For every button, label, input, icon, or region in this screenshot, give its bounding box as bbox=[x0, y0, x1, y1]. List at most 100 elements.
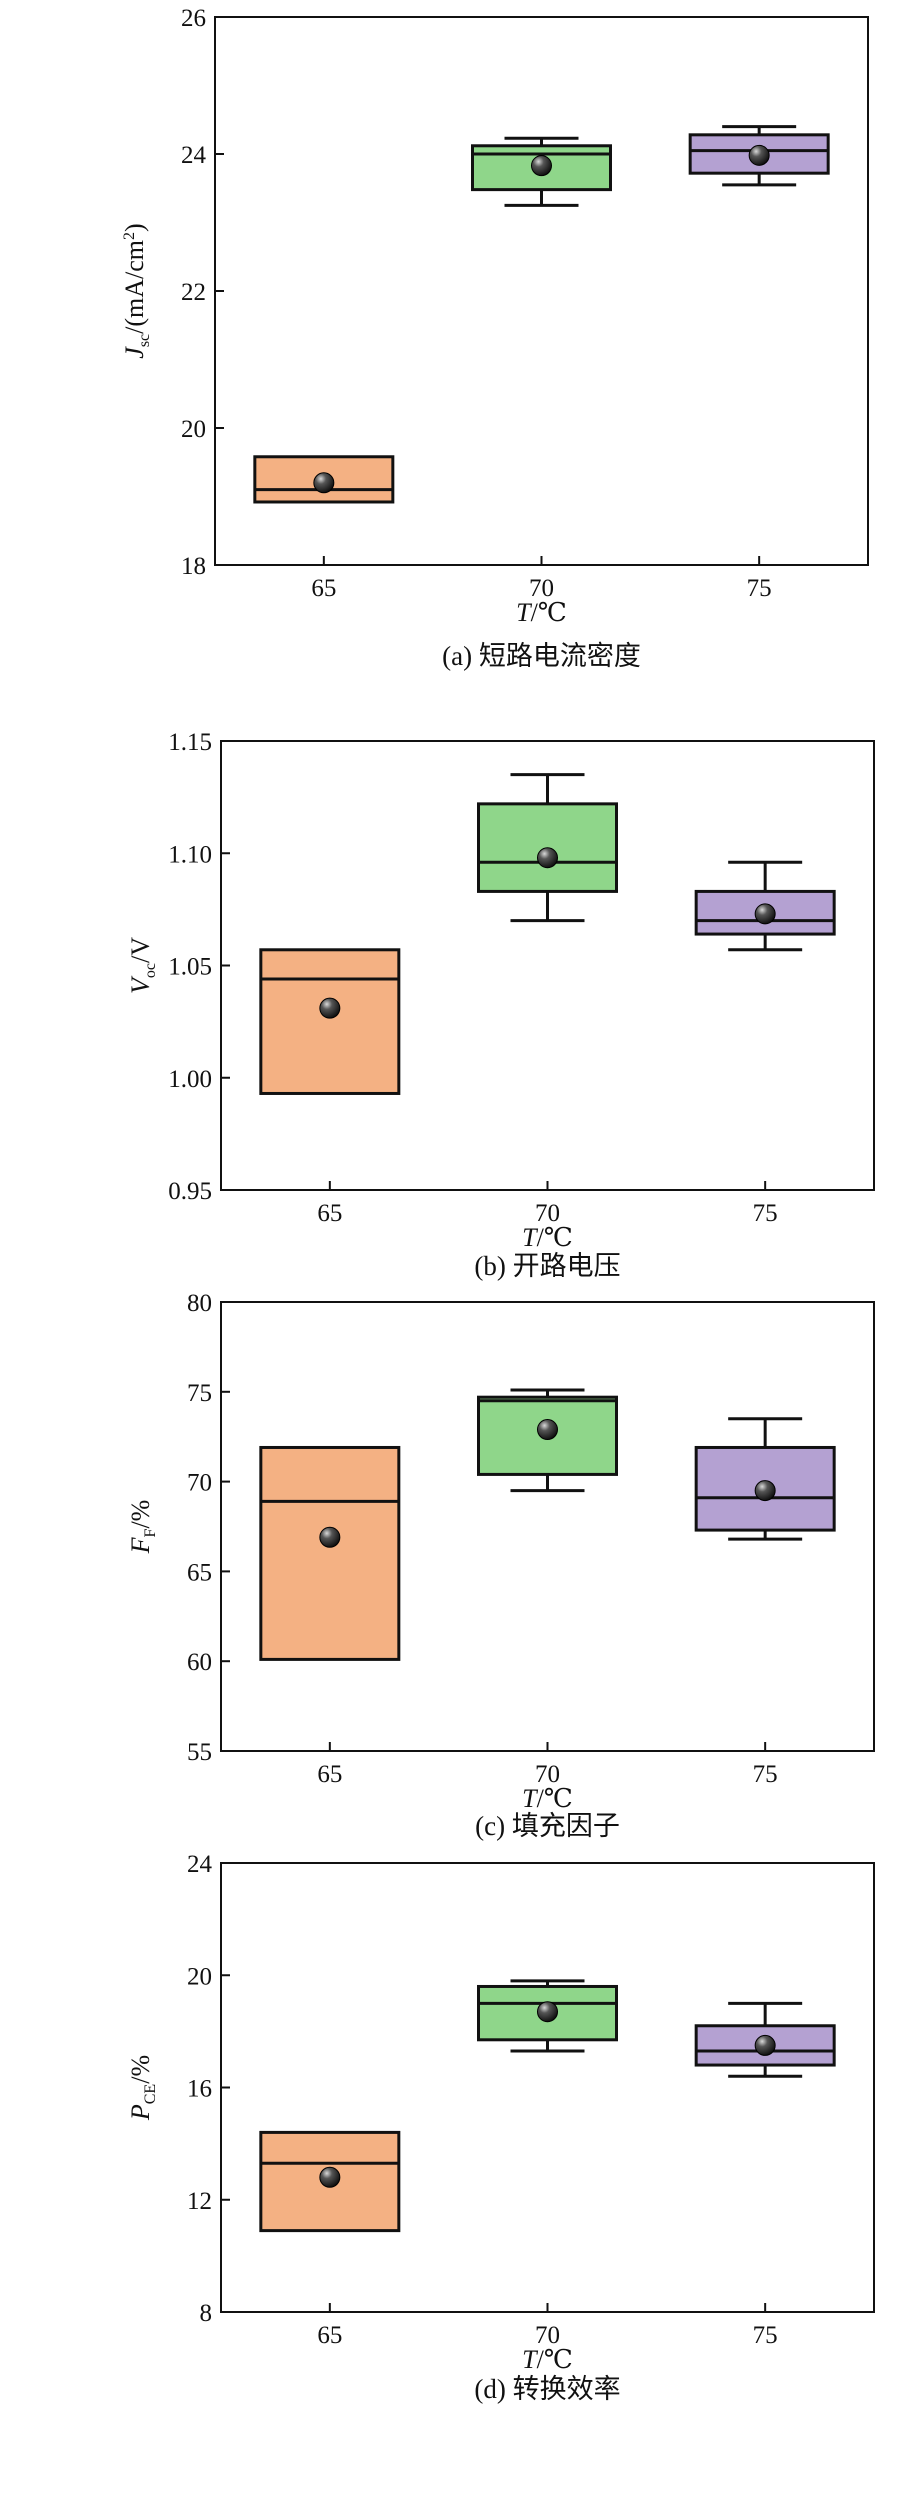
x-axis-label-symbol: T bbox=[516, 598, 532, 627]
y-tick-label: 20 bbox=[181, 416, 206, 443]
x-axis-label-unit: /℃ bbox=[537, 2345, 573, 2374]
y-axis-label-unit: /(mA/cm bbox=[120, 240, 149, 334]
y-tick-label: 55 bbox=[187, 1739, 212, 1766]
box-75 bbox=[688, 125, 830, 187]
y-tick-label: 80 bbox=[187, 1290, 212, 1317]
mean-marker bbox=[313, 472, 335, 494]
x-axis-label-symbol: T bbox=[522, 1223, 538, 1252]
y-axis-label-symbol: F bbox=[126, 1536, 155, 1554]
y-tick-label: 1.10 bbox=[168, 841, 212, 868]
x-tick-label: 75 bbox=[753, 1200, 778, 1227]
mean-marker bbox=[748, 144, 770, 166]
x-axis-label-symbol: T bbox=[522, 2345, 538, 2374]
y-axis-label: Voc/V bbox=[126, 937, 159, 994]
y-tick-label: 65 bbox=[187, 1559, 212, 1586]
mean-marker bbox=[754, 2034, 776, 2056]
box-65 bbox=[253, 455, 395, 504]
y-axis-label-subscript: F bbox=[142, 1528, 159, 1537]
x-tick-label: 70 bbox=[529, 575, 554, 602]
x-tick-label: 70 bbox=[535, 1761, 560, 1788]
y-tick-label: 18 bbox=[181, 553, 206, 580]
mean-marker bbox=[754, 1480, 776, 1502]
x-axis-label-unit: /℃ bbox=[537, 1784, 573, 1813]
y-axis-label-symbol: J bbox=[120, 346, 149, 359]
y-tick-label: 70 bbox=[187, 1470, 212, 1497]
y-tick-label: 60 bbox=[187, 1649, 212, 1676]
y-axis-label: FF/% bbox=[126, 1500, 159, 1555]
y-axis-label: PCE/% bbox=[126, 2055, 159, 2121]
box-body bbox=[259, 948, 401, 1095]
panel-caption: (a) 短路电流密度 bbox=[442, 641, 641, 671]
y-tick-label: 1.15 bbox=[168, 729, 212, 756]
box-75 bbox=[694, 1417, 836, 1541]
x-axis-label: T/℃ bbox=[522, 1784, 573, 1813]
y-tick-label: 75 bbox=[187, 1380, 212, 1407]
x-axis-label-symbol: T bbox=[522, 1784, 538, 1813]
y-axis-label-symbol: P bbox=[126, 2104, 155, 2121]
mean-marker bbox=[537, 1419, 558, 1441]
mean-marker bbox=[319, 1526, 341, 1548]
y-axis-label-unit: /% bbox=[126, 1500, 155, 1529]
mean-marker bbox=[537, 847, 558, 869]
y-axis-label-close: ) bbox=[120, 223, 149, 232]
box-70 bbox=[477, 773, 618, 923]
y-tick-label: 1.00 bbox=[168, 1066, 212, 1093]
y-axis-label-subscript: oc bbox=[142, 963, 159, 978]
mean-marker bbox=[531, 155, 552, 177]
box-70 bbox=[471, 136, 612, 207]
mean-marker bbox=[754, 903, 776, 925]
y-tick-label: 24 bbox=[181, 142, 207, 169]
panel-caption: (d) 转换效率 bbox=[474, 2374, 620, 2404]
x-axis-label: T/℃ bbox=[516, 598, 567, 627]
y-tick-label: 22 bbox=[181, 279, 206, 306]
y-tick-label: 12 bbox=[187, 2188, 212, 2215]
x-tick-label: 75 bbox=[747, 575, 772, 602]
y-tick-label: 26 bbox=[181, 5, 206, 32]
box-75 bbox=[694, 860, 836, 952]
y-tick-label: 16 bbox=[187, 2076, 212, 2103]
x-tick-label: 65 bbox=[317, 2322, 342, 2349]
y-tick-label: 24 bbox=[187, 1851, 213, 1878]
box-body bbox=[259, 1445, 401, 1661]
y-axis-label-unit: /% bbox=[126, 2055, 155, 2084]
box-70 bbox=[477, 1979, 618, 2053]
panel-b: 0.95 1.00 1.05 1.10 1.15 65 70 75 T/℃ Voc/V (b) 开路… bbox=[126, 729, 875, 1281]
panel-d: 8 12 16 20 24 65 70 75 T/℃ PCE/% (d) 转换效率 bbox=[126, 1851, 875, 2404]
panel-caption: (b) 开路电压 bbox=[474, 1251, 620, 1281]
y-axis-label-superscript: 2 bbox=[121, 232, 138, 240]
y-tick-label: 0.95 bbox=[168, 1178, 212, 1205]
y-axis-label-unit: /V bbox=[126, 937, 155, 963]
mean-marker bbox=[319, 997, 341, 1019]
panel-caption: (c) 填充因子 bbox=[475, 1811, 620, 1841]
x-tick-label: 70 bbox=[535, 2322, 560, 2349]
box-65 bbox=[259, 2130, 401, 2233]
y-axis-label-subscript: CE bbox=[142, 2084, 159, 2104]
x-axis-label-unit: /℃ bbox=[537, 1223, 573, 1252]
box-65 bbox=[259, 1445, 401, 1661]
plot-frame bbox=[220, 1862, 875, 2313]
x-tick-label: 75 bbox=[753, 2322, 778, 2349]
y-axis-label-symbol: V bbox=[126, 975, 155, 994]
y-tick-label: 8 bbox=[200, 2300, 213, 2327]
y-tick-label: 1.05 bbox=[168, 954, 212, 981]
panel-a: 18 20 22 24 26 65 70 75 T/℃ Jsc/(mA/cm2) (a) 短路电流密… bbox=[120, 5, 869, 671]
x-tick-label: 65 bbox=[317, 1200, 342, 1227]
x-tick-label: 75 bbox=[753, 1761, 778, 1788]
y-axis-label-subscript: sc bbox=[136, 334, 153, 347]
x-tick-label: 70 bbox=[535, 1200, 560, 1227]
mean-marker bbox=[537, 2001, 558, 2023]
y-tick-label: 20 bbox=[187, 1963, 212, 1990]
x-axis-label: T/℃ bbox=[522, 1223, 573, 1252]
mean-marker bbox=[319, 2166, 341, 2188]
box-65 bbox=[259, 948, 401, 1095]
x-axis-label-unit: /℃ bbox=[531, 598, 567, 627]
y-axis-label: Jsc/(mA/cm2) bbox=[120, 223, 153, 358]
x-tick-label: 65 bbox=[311, 575, 336, 602]
box-75 bbox=[694, 2001, 836, 2078]
box-70 bbox=[477, 1388, 618, 1493]
x-tick-label: 65 bbox=[317, 1761, 342, 1788]
x-axis-label: T/℃ bbox=[522, 2345, 573, 2374]
